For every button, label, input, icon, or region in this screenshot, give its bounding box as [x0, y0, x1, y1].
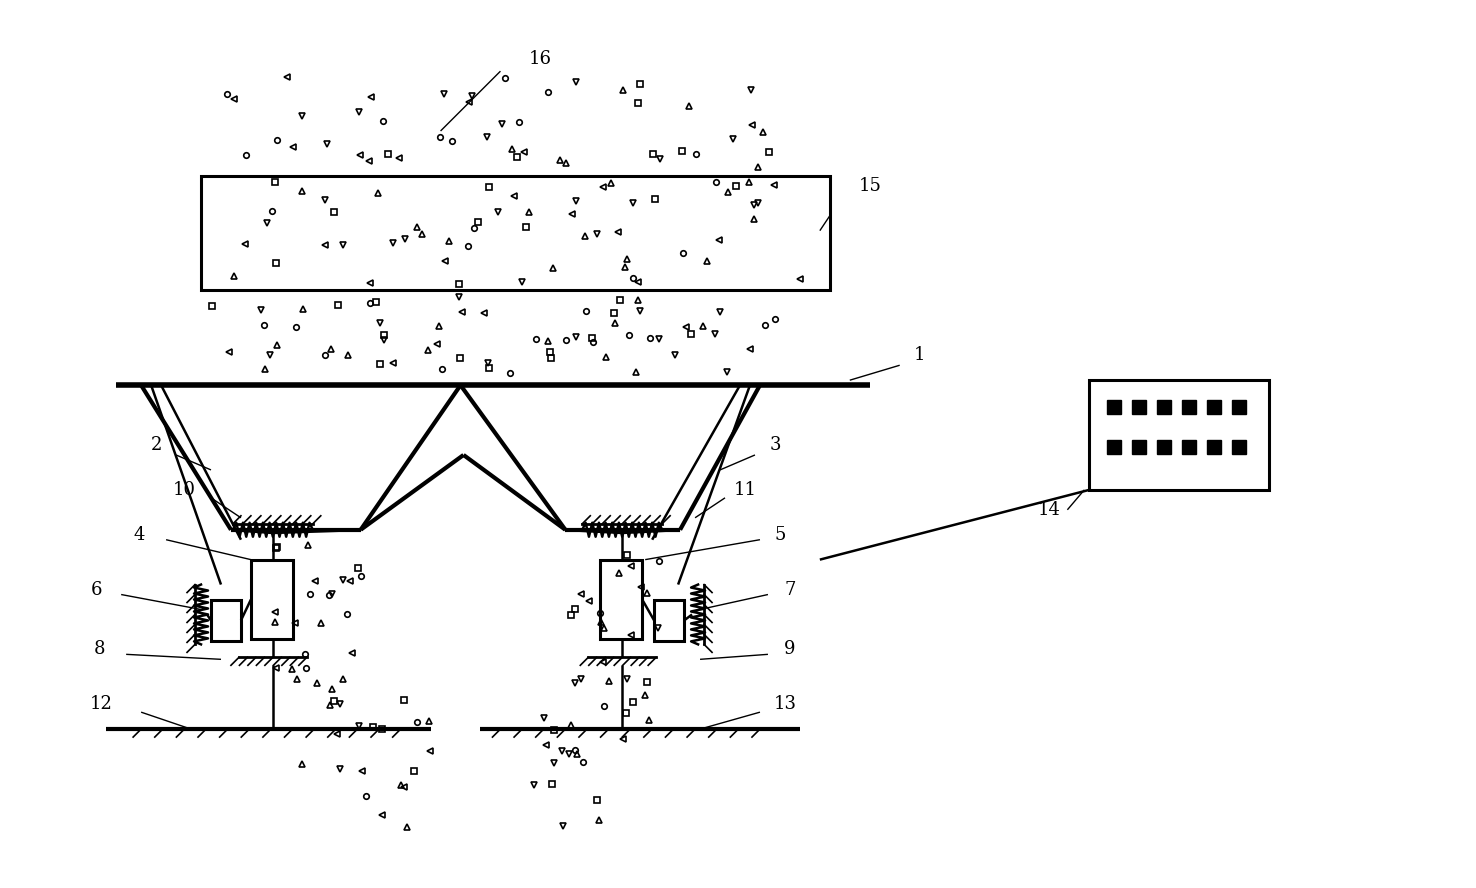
Text: 11: 11 [734, 481, 757, 499]
Bar [1089, 380, 1269, 490]
Text: 1: 1 [914, 346, 925, 364]
Text: 2: 2 [151, 436, 162, 454]
Bar [1182, 440, 1196, 454]
Bar [211, 599, 241, 641]
Text: 16: 16 [528, 51, 552, 68]
Text: 12: 12 [90, 695, 112, 713]
Bar [1232, 440, 1246, 454]
Text: 8: 8 [93, 640, 105, 658]
Bar [1207, 400, 1221, 414]
Bar [654, 599, 683, 641]
Text: 3: 3 [769, 436, 781, 454]
Text: 15: 15 [859, 177, 881, 194]
Bar [1107, 440, 1122, 454]
Bar [251, 559, 292, 639]
Bar [1107, 400, 1122, 414]
Text: 5: 5 [775, 526, 785, 543]
Bar [201, 176, 830, 290]
Bar [1132, 400, 1147, 414]
Text: 10: 10 [173, 481, 195, 499]
Text: 14: 14 [1038, 501, 1061, 519]
Text: 7: 7 [784, 581, 796, 599]
Text: 6: 6 [90, 581, 102, 599]
Bar [1207, 440, 1221, 454]
Text: 9: 9 [784, 640, 796, 658]
Bar [1182, 400, 1196, 414]
Bar [1132, 440, 1147, 454]
Bar [1232, 400, 1246, 414]
Bar [601, 559, 642, 639]
Text: 4: 4 [133, 526, 145, 543]
Bar [1157, 440, 1170, 454]
Bar [1157, 400, 1170, 414]
Text: 13: 13 [773, 695, 797, 713]
